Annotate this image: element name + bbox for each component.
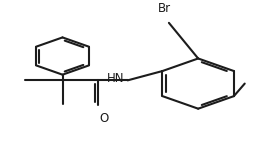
Text: O: O: [100, 112, 109, 125]
Text: Br: Br: [158, 2, 172, 15]
Text: HN: HN: [107, 72, 124, 85]
